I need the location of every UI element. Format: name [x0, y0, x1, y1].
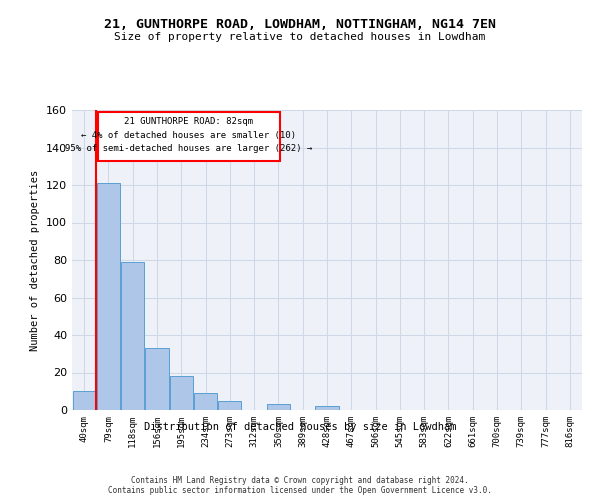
Text: ← 4% of detached houses are smaller (10): ← 4% of detached houses are smaller (10)	[81, 130, 296, 140]
FancyBboxPatch shape	[97, 112, 280, 160]
Bar	[121, 262, 144, 410]
Bar	[170, 376, 193, 410]
Y-axis label: Number of detached properties: Number of detached properties	[31, 170, 40, 350]
Text: Distribution of detached houses by size in Lowdham: Distribution of detached houses by size …	[144, 422, 456, 432]
Bar	[97, 183, 120, 410]
Bar	[218, 400, 241, 410]
Text: 21, GUNTHORPE ROAD, LOWDHAM, NOTTINGHAM, NG14 7EN: 21, GUNTHORPE ROAD, LOWDHAM, NOTTINGHAM,…	[104, 18, 496, 30]
Bar	[194, 393, 217, 410]
Bar	[267, 404, 290, 410]
Text: Size of property relative to detached houses in Lowdham: Size of property relative to detached ho…	[115, 32, 485, 42]
Bar	[73, 391, 95, 410]
Bar	[145, 348, 169, 410]
Text: Contains HM Land Registry data © Crown copyright and database right 2024.
Contai: Contains HM Land Registry data © Crown c…	[108, 476, 492, 495]
Bar	[316, 406, 338, 410]
Text: 95% of semi-detached houses are larger (262) →: 95% of semi-detached houses are larger (…	[65, 144, 312, 153]
Text: 21 GUNTHORPE ROAD: 82sqm: 21 GUNTHORPE ROAD: 82sqm	[124, 118, 253, 126]
